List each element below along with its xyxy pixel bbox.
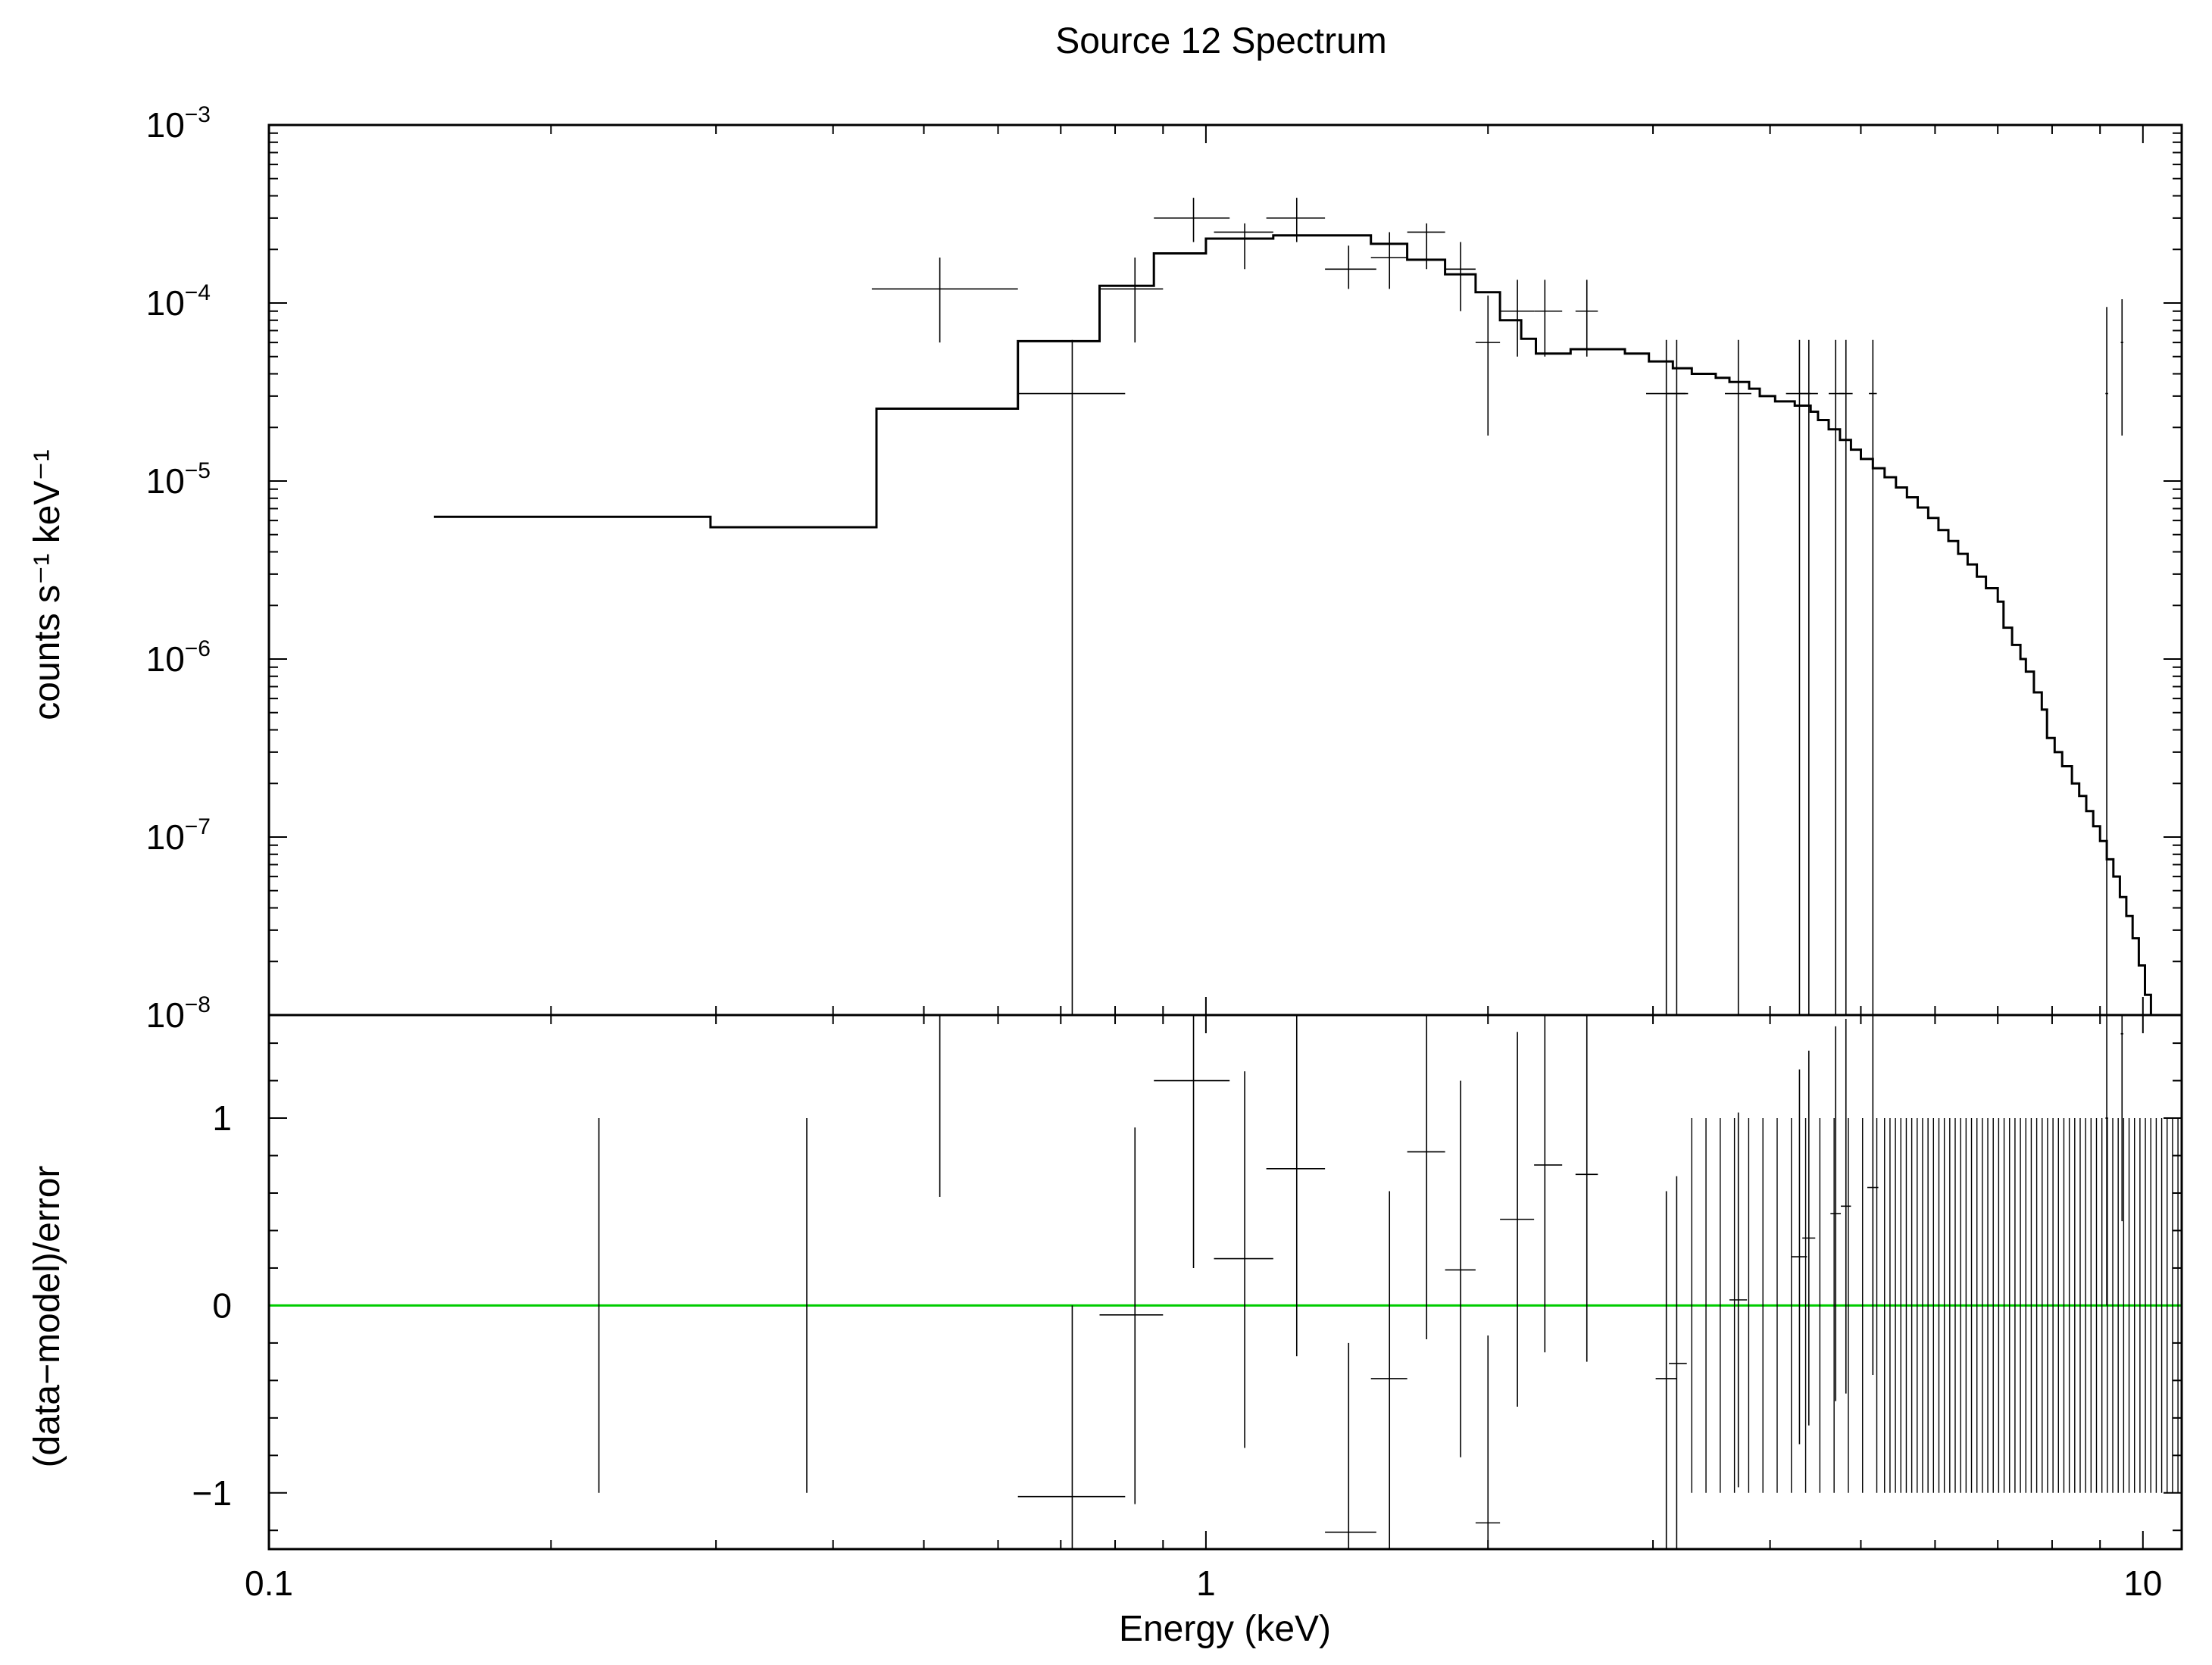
bottom-panel: 1 0 −1 <box>192 1014 2183 1551</box>
data-point <box>1266 198 1326 242</box>
top-y-tick-label: 10−4 <box>146 280 211 323</box>
data-point <box>1575 280 1598 357</box>
residual-point <box>871 1014 1018 1197</box>
data-point <box>1407 223 1445 270</box>
residual-point <box>1214 1071 1273 1448</box>
data-point <box>1646 339 1686 1015</box>
data-point <box>1017 339 1126 1015</box>
data-point <box>1786 339 1811 1015</box>
data-point <box>1724 339 1751 1015</box>
bottom-y-axis-label: (data−model)/error <box>27 1166 67 1468</box>
data-point <box>1534 280 1563 357</box>
data-point <box>1839 339 1853 1015</box>
data-point <box>871 258 1018 343</box>
top-y-tick-label: 10−3 <box>146 102 211 145</box>
residual-point <box>1792 1069 1807 1445</box>
residual-point <box>1407 1015 1445 1339</box>
x-tick-label: 10 <box>2123 1563 2162 1603</box>
data-point <box>1475 295 1501 436</box>
residual-point <box>1017 1305 1126 1549</box>
residual-point <box>1475 1335 1501 1549</box>
top-y-axis-label: counts s⁻¹ keV⁻¹ <box>27 449 67 720</box>
residual-point <box>1655 1191 1677 1549</box>
residual-point <box>1841 1018 1851 1394</box>
x-axis-label: Energy (keV) <box>1119 1609 1331 1649</box>
data-point <box>1500 280 1535 357</box>
data-point <box>2120 299 2123 436</box>
bottom-y-tick-label: −1 <box>192 1473 232 1513</box>
residual-point <box>1500 1032 1535 1407</box>
residual-point <box>1154 1015 1230 1268</box>
bottom-panel-frame <box>267 1014 2183 1551</box>
residual-point <box>1445 1080 1476 1457</box>
residual-point <box>1325 1342 1376 1549</box>
x-axis: 0.1 1 10 <box>245 123 2183 1603</box>
bottom-y-tick-label: 0 <box>212 1285 232 1325</box>
x-tick-label: 0.1 <box>245 1563 293 1603</box>
x-tick-label: 1 <box>1196 1563 1216 1603</box>
residual-point <box>1370 1191 1407 1549</box>
data-point <box>1325 245 1376 289</box>
residual-point <box>2105 1015 2108 1306</box>
residual-point <box>1669 1176 1687 1549</box>
outer-frame <box>267 123 2183 1551</box>
residual-point <box>1266 1015 1326 1357</box>
data-point <box>1666 339 1689 1015</box>
top-y-tick-label: 10−5 <box>146 458 211 501</box>
data-point <box>1370 232 1407 289</box>
data-point <box>1869 339 1877 1015</box>
data-point <box>1799 339 1818 1015</box>
top-y-tick-label: 10−7 <box>146 814 211 857</box>
data-point <box>1154 198 1230 242</box>
data-point <box>1099 258 1164 343</box>
data-point <box>1214 223 1273 270</box>
data-point <box>1828 339 1845 1015</box>
chart-title: Source 12 Spectrum <box>1055 21 1387 61</box>
residual-point <box>1867 1015 1879 1375</box>
bottom-y-tick-label: 1 <box>212 1098 232 1138</box>
top-panel-frame <box>267 123 2183 1017</box>
residual-point <box>1830 1026 1842 1401</box>
top-panel: 10−3 10−4 10−5 10−6 10−7 10−8 <box>146 102 2183 1035</box>
residual-point <box>1575 1015 1598 1362</box>
residual-point <box>1534 1015 1563 1353</box>
residual-point <box>1099 1127 1164 1504</box>
residual-point <box>1729 1112 1748 1488</box>
residual-point <box>1802 1051 1816 1426</box>
data-point <box>2105 307 2108 1015</box>
top-y-tick-label: 10−6 <box>146 636 211 679</box>
data-point <box>1445 242 1476 311</box>
model-curve <box>433 234 2152 1015</box>
residual-point <box>2120 1015 2123 1222</box>
top-y-tick-label: 10−8 <box>146 992 211 1035</box>
